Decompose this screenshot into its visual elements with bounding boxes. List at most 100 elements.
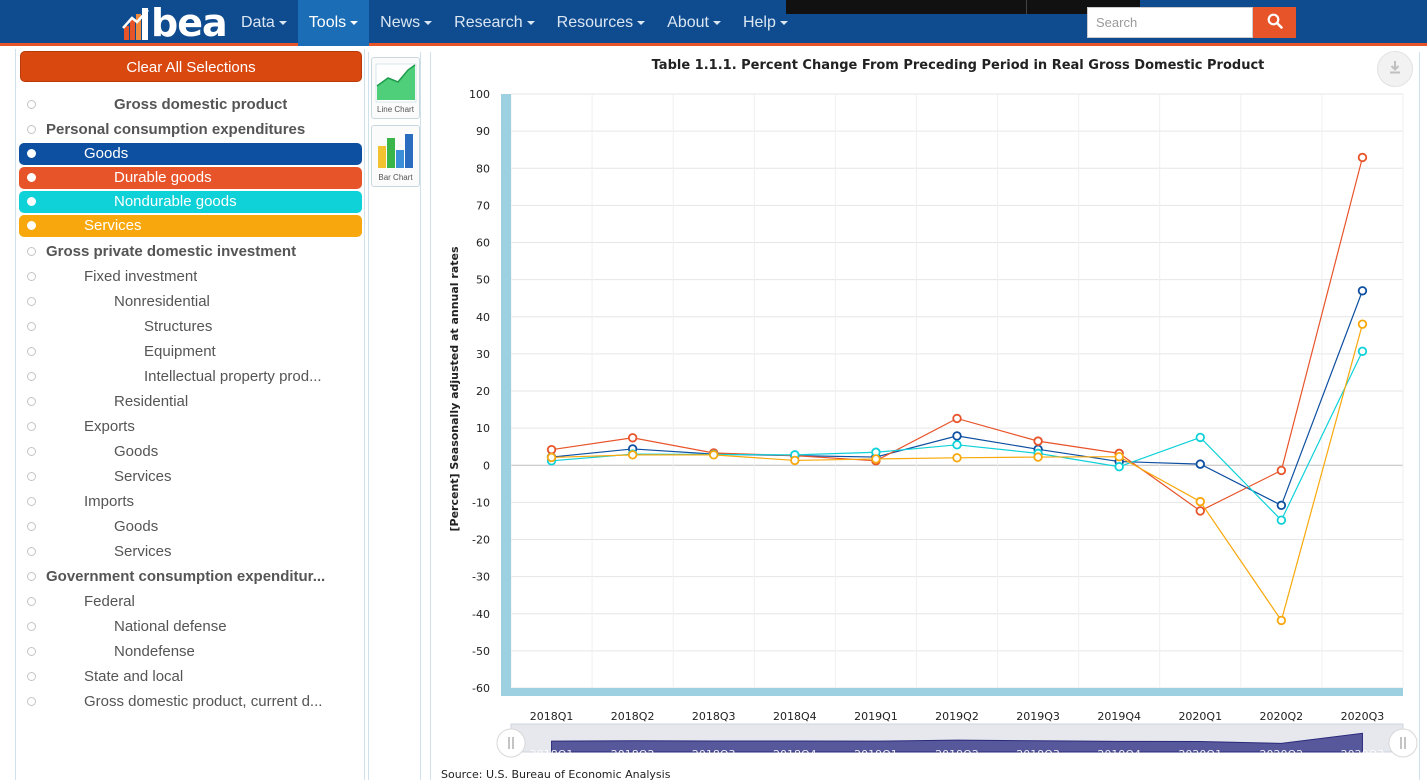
tree-item[interactable]: Nondurable goods [19,191,362,213]
data-point [1276,615,1287,626]
radio-button[interactable] [27,472,36,481]
x-tick-label: 2019Q4 [1097,710,1141,723]
tree-item[interactable]: Services [19,215,362,237]
tree-item[interactable]: Services [16,464,366,489]
radio-button[interactable] [27,447,36,456]
radio-button[interactable] [27,697,36,706]
tree-item[interactable]: Goods [16,514,366,539]
radio-button[interactable] [27,397,36,406]
download-chart-button[interactable] [1377,51,1413,87]
y-tick-label: 0 [483,459,490,472]
tree-item[interactable]: Goods [19,143,362,165]
x-tick-label: 2020Q2 [1260,710,1304,723]
tree-item[interactable]: Gross private domestic investment [16,239,366,264]
series-selection-panel: Clear All Selections Gross domestic prod… [15,49,365,780]
tree-item[interactable]: Equipment [16,339,366,364]
nav-item-label: Data [241,14,275,31]
data-point [709,450,719,460]
nav-item-tools[interactable]: Tools [297,0,370,46]
tree-item[interactable]: Services [16,539,366,564]
range-handle[interactable] [496,728,526,758]
tree-item[interactable]: Intellectual property prod... [16,364,366,389]
data-point [1276,515,1287,525]
radio-button[interactable] [27,522,36,531]
nav-item-data[interactable]: Data [230,0,298,46]
tree-item[interactable]: Goods [16,439,366,464]
nav-item-research[interactable]: Research [443,0,545,46]
tree-item[interactable]: Personal consumption expenditures [16,117,366,142]
data-point [1114,462,1124,472]
chart-type-strip: Line Chart Bar Chart [368,52,421,780]
tree-item[interactable]: Government consumption expenditur... [16,564,366,589]
caret-down-icon [278,20,287,25]
radio-button[interactable] [27,422,36,431]
radio-button[interactable] [27,125,36,134]
radio-button[interactable] [27,347,36,356]
radio-button[interactable] [27,221,36,230]
data-point [952,440,962,450]
y-tick-label: 40 [476,311,490,324]
tree-item[interactable]: Durable goods [19,167,362,189]
tree-item[interactable]: Nondefense [16,639,366,664]
line-chart-icon [374,63,418,108]
y-tick-label: 100 [469,88,490,101]
y-axis-label: [Percent] Seasonally adjusted at annual … [448,246,461,531]
radio-button[interactable] [27,372,36,381]
nav-item-label: News [380,14,421,31]
navigator-tick-label: 2018Q2 [611,748,655,761]
y-tick-label: 90 [476,125,490,138]
radio-button[interactable] [27,272,36,281]
radio-button[interactable] [27,149,36,158]
range-handle[interactable] [1388,728,1418,758]
search-input[interactable] [1087,7,1253,38]
radio-button[interactable] [27,572,36,581]
radio-button[interactable] [27,247,36,256]
tree-item[interactable]: Structures [16,314,366,339]
data-point [1276,500,1287,511]
radio-button[interactable] [27,672,36,681]
radio-button[interactable] [27,622,36,631]
radio-button[interactable] [27,100,36,109]
radio-button[interactable] [27,497,36,506]
caret-down-icon [526,20,535,25]
data-point [627,433,638,443]
tree-item[interactable]: National defense [16,614,366,639]
radio-button[interactable] [27,322,36,331]
radio-button[interactable] [27,173,36,182]
tree-item[interactable]: Gross domestic product [16,92,366,117]
chart-title: Table 1.1.1. Percent Change From Precedi… [651,58,1265,73]
tree-item[interactable]: Federal [16,589,366,614]
data-point [1033,436,1043,446]
tree-item[interactable]: State and local [16,664,366,689]
y-tick-label: 70 [476,199,490,212]
radio-button[interactable] [27,197,36,206]
nav-item-label: About [667,14,709,31]
tree-item[interactable]: Residential [16,389,366,414]
nav-item-about[interactable]: About [656,0,732,46]
x-tick-label: 2018Q1 [530,710,574,723]
clear-all-selections-button[interactable]: Clear All Selections [20,51,362,82]
tree-item[interactable]: Nonresidential [16,289,366,314]
bar-chart-button[interactable]: Bar Chart [371,125,420,187]
tree-item[interactable]: Imports [16,489,366,514]
x-tick-label: 2018Q4 [773,710,817,723]
navigator-tick-label: 2018Q4 [773,748,817,761]
radio-button[interactable] [27,547,36,556]
tree-item[interactable]: Exports [16,414,366,439]
nav-item-resources[interactable]: Resources [546,0,656,46]
line-chart-button[interactable]: Line Chart [371,57,420,119]
nav-item-help[interactable]: Help [732,0,799,46]
data-point [952,453,962,463]
search-button[interactable] [1253,7,1296,38]
nav-item-news[interactable]: News [369,0,443,46]
radio-button[interactable] [27,297,36,306]
bar-chart-caption: Bar Chart [378,173,413,182]
caret-down-icon [712,20,721,25]
bea-logo[interactable]: bea [122,4,228,42]
tree-item[interactable]: Fixed investment [16,264,366,289]
tree-item[interactable]: Gross domestic product, current d... [16,689,366,714]
radio-button[interactable] [27,597,36,606]
data-point [952,413,962,424]
radio-button[interactable] [27,647,36,656]
data-point [1195,459,1205,469]
